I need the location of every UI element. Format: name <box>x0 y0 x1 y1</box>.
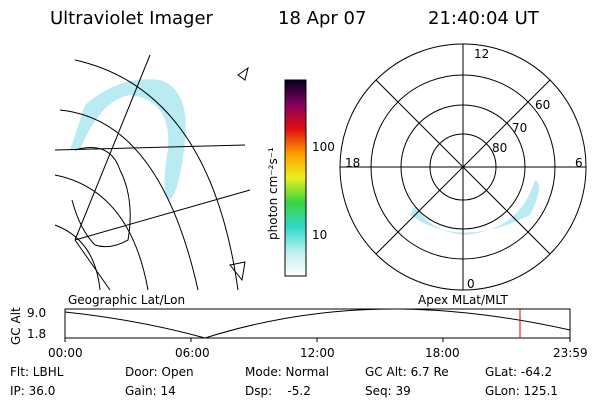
colorbar-label: photon cm⁻²s⁻¹ <box>266 147 280 240</box>
info-field: IP: 36.0 <box>10 384 55 398</box>
info-field: GLon: 125.1 <box>485 384 558 398</box>
info-field: Mode: Normal <box>245 365 329 379</box>
polar-label: Apex MLat/MLT <box>418 293 508 307</box>
time-tick: 23:59 <box>553 346 588 360</box>
info-field: GLat: -64.2 <box>485 365 552 379</box>
polar-plot <box>339 43 587 291</box>
lat-label: 70 <box>512 121 527 135</box>
time-tick: 18:00 <box>425 346 460 360</box>
alt-tick: 1.8 <box>27 327 46 341</box>
title: Ultraviolet Imager <box>50 8 214 29</box>
info-field: Seq: 39 <box>365 384 411 398</box>
info-field: GC Alt: 6.7 Re <box>365 365 449 379</box>
lat-label: 80 <box>492 141 507 155</box>
time: 21:40:04 UT <box>428 8 540 29</box>
colorbar <box>284 79 307 277</box>
altitude-plot <box>64 308 571 342</box>
time-tick: 06:00 <box>175 346 210 360</box>
geo-map <box>54 54 251 291</box>
info-field: Gain: 14 <box>125 384 176 398</box>
date: 18 Apr 07 <box>278 8 366 29</box>
time-tick: 00:00 <box>48 346 83 360</box>
mlt-label: 12 <box>474 47 489 61</box>
info-field: Flt: LBHL <box>10 365 64 379</box>
time-tick: 12:00 <box>300 346 335 360</box>
info-field: Dsp: -5.2 <box>245 384 311 398</box>
colorbar-tick: 100 <box>312 140 335 154</box>
mlt-label: 0 <box>467 277 475 291</box>
mlt-label: 6 <box>575 156 583 170</box>
alt-axis-label: GC Alt <box>9 307 23 345</box>
alt-tick: 9.0 <box>27 306 46 320</box>
colorbar-tick: 10 <box>312 228 327 242</box>
info-field: Door: Open <box>125 365 194 379</box>
lat-label: 60 <box>535 98 550 112</box>
mlt-label: 18 <box>345 156 360 170</box>
geo-label: Geographic Lat/Lon <box>68 293 185 307</box>
info-table: Flt: LBHL Door: Open Mode: Normal GC Alt: 6… <box>10 365 558 398</box>
